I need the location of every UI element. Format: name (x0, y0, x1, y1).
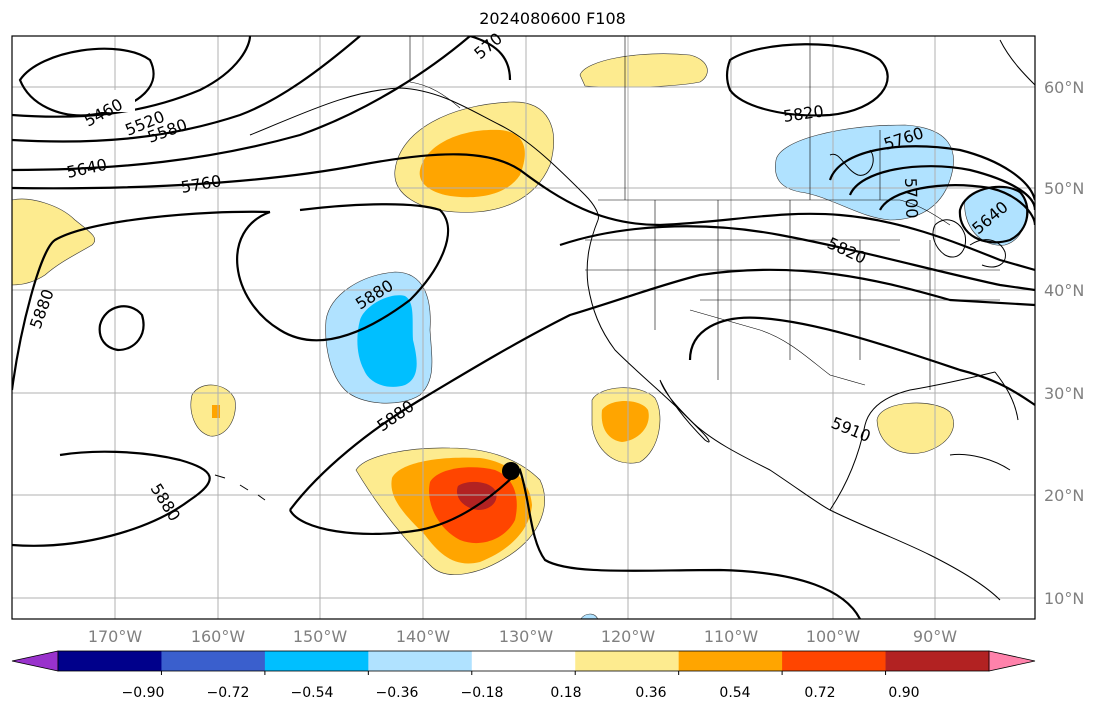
contour-5760-east (848, 165, 1035, 211)
anomaly-gulf-of-alaska-core (419, 129, 525, 198)
colorbar-extend-low (11, 650, 59, 672)
colorbar-segment (678, 651, 783, 671)
coast-alaska (249, 87, 599, 221)
contour-label: 5910 (829, 413, 874, 446)
colorbar-tick: −0.54 (291, 685, 334, 701)
coast-west-north-america (586, 219, 831, 511)
border-us-mexico (689, 309, 866, 386)
lon-label: 150°W (293, 627, 348, 646)
colorbar-segment (471, 651, 576, 671)
colorbar-tick: 0.72 (804, 685, 835, 701)
contour-5580 (12, 36, 361, 143)
lon-label: 140°W (396, 627, 451, 646)
colorbar-tick: −0.90 (122, 685, 165, 701)
lat-label: 20°N (1044, 486, 1084, 505)
colorbar-segment (58, 651, 162, 671)
anomaly-pacific-neg-core (357, 295, 417, 387)
colorbar-tick: −0.72 (207, 685, 250, 701)
lon-label: 110°W (704, 627, 759, 646)
coast-cuba (949, 453, 1011, 471)
colorbar-segment (782, 651, 887, 671)
lat-label: 40°N (1044, 281, 1084, 300)
contour-5640-closed (958, 185, 1029, 244)
contour-5880-subtropical (289, 268, 1035, 511)
lon-label: 100°W (806, 627, 861, 646)
colorbar-tick: −0.36 (376, 685, 419, 701)
colorbar-frame (57, 650, 990, 672)
coast-mexico-gulf (829, 371, 996, 511)
contour-5820-south-east (559, 225, 1035, 292)
contour-5520 (12, 36, 252, 118)
contour-5820-north (725, 43, 889, 117)
anomaly-baja-core (601, 401, 649, 442)
gridlines (12, 36, 1035, 619)
height-contours (12, 36, 1035, 619)
lat-label: 50°N (1044, 179, 1084, 198)
anomaly-hawaii-north-core (212, 405, 220, 418)
colorbar-segment (368, 651, 473, 671)
coastlines (214, 39, 1035, 601)
map-area (12, 36, 1035, 619)
colorbar: −0.90 −0.72 −0.54 −0.36 −0.18 0.18 0.36 … (11, 650, 1036, 701)
contour-label: 5760 (179, 171, 222, 197)
latitude-labels: 60°N 50°N 40°N 30°N 20°N 10°N (1044, 78, 1084, 608)
colorbar-segment (264, 651, 369, 671)
anomaly-shading (12, 53, 1027, 619)
lat-label: 30°N (1044, 384, 1084, 403)
colorbar-extend-high (988, 650, 1036, 672)
contour-5820-east (828, 145, 1035, 201)
colorbar-tick: 0.36 (635, 685, 666, 701)
longitude-labels: 170°W 160°W 150°W 140°W 130°W 120°W 110°… (88, 627, 957, 646)
anomaly-gulf-of-mexico (876, 402, 954, 454)
map-frame (11, 35, 1036, 620)
lon-label: 170°W (88, 627, 143, 646)
coast-baja (659, 379, 710, 443)
contour-5640 (12, 36, 471, 172)
coast-great-lakes (932, 219, 967, 258)
contour-label: 5820 (782, 101, 825, 125)
contour-5910 (688, 316, 1035, 406)
contour-label: 5820 (824, 233, 869, 267)
coast-hawaii (214, 474, 266, 501)
colorbar-tick: 0.54 (719, 685, 750, 701)
contour-5880-pacific (236, 203, 450, 342)
coast-east-canada (999, 39, 1035, 86)
contour-5460 (18, 47, 155, 117)
storm-center-marker (502, 462, 520, 480)
lon-label: 90°W (913, 627, 957, 646)
anomaly-great-lakes-neg (775, 124, 954, 221)
contour-label: 5640 (65, 155, 109, 182)
anomaly-north-canada (579, 53, 708, 88)
lat-label: 10°N (1044, 589, 1084, 608)
coast-florida (994, 371, 1019, 421)
contour-label: 5880 (147, 480, 185, 525)
coast-central-america (829, 509, 1001, 601)
colorbar-tick: 0.18 (550, 685, 581, 701)
contour-label: 570 (470, 29, 506, 63)
anomaly-southeast-pacific (580, 613, 598, 619)
contour-5880-closed (98, 305, 145, 352)
colorbar-tick: −0.18 (461, 685, 504, 701)
lon-label: 130°W (499, 627, 554, 646)
lon-label: 120°W (601, 627, 656, 646)
border-alaska-canada (409, 36, 461, 109)
colorbar-segment (575, 651, 680, 671)
colorbar-segment (885, 651, 990, 671)
border-canada-us (598, 199, 951, 226)
figure-title: 2024080600 F108 (479, 9, 626, 28)
contour-5700-north (469, 36, 512, 81)
contour-5760 (12, 153, 1035, 272)
contour-5880-tropical (289, 467, 861, 619)
coast-hudson (829, 149, 874, 176)
contour-5880-west (12, 210, 271, 391)
lon-label: 160°W (191, 627, 246, 646)
anomaly-tropical-pacific-72 (456, 481, 497, 510)
contour-label: 5700 (901, 177, 921, 218)
contour-5880-south (12, 450, 211, 547)
contour-5700-east (879, 184, 1035, 226)
colorbar-tick: 0.90 (888, 685, 919, 701)
colorbar-segment (161, 651, 266, 671)
lat-label: 60°N (1044, 78, 1084, 97)
